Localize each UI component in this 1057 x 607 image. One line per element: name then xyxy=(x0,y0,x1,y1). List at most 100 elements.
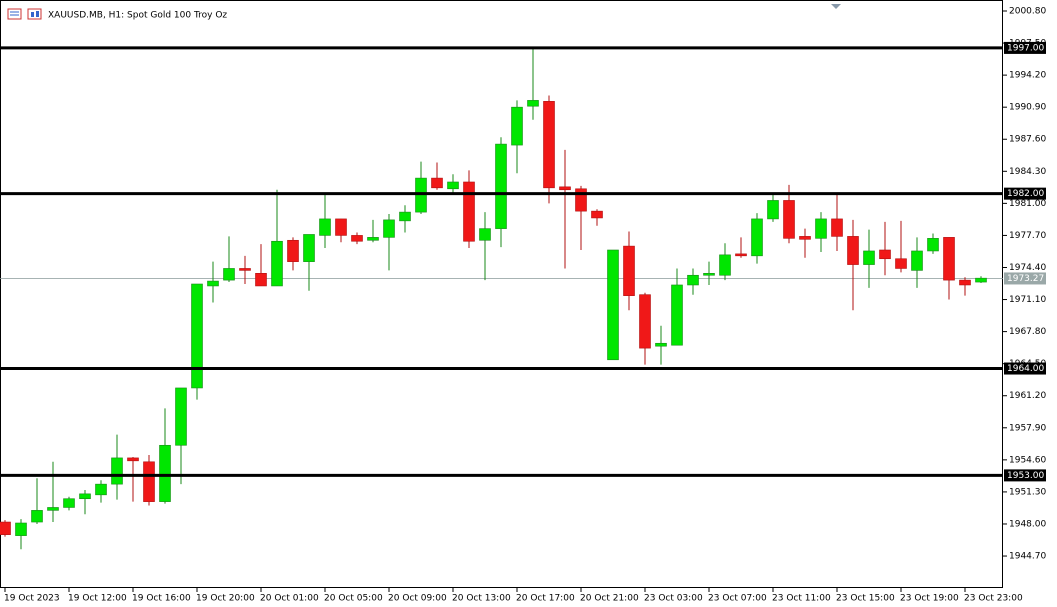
level-label-bg xyxy=(1004,469,1046,482)
candle-body xyxy=(703,273,715,276)
icon xyxy=(31,12,34,17)
candle-body xyxy=(463,181,475,242)
icon xyxy=(36,11,39,17)
price-label: 1973.27 xyxy=(1007,274,1044,284)
candle-body xyxy=(767,200,779,220)
x-tick-label: 20 Oct 01:00 xyxy=(260,594,319,604)
candle-body xyxy=(831,218,843,237)
candle-body xyxy=(335,218,347,236)
y-tick-label: 1977.70 xyxy=(1009,231,1046,241)
candle-body xyxy=(959,279,971,286)
x-tick-label: 23 Oct 11:00 xyxy=(772,594,831,604)
candle-body xyxy=(383,219,395,238)
x-tick-label: 23 Oct 23:00 xyxy=(964,594,1023,604)
candle-body xyxy=(671,284,683,346)
y-tick-label: 1990.90 xyxy=(1009,103,1046,113)
candle-body xyxy=(591,210,603,219)
candle-body xyxy=(143,461,155,502)
y-tick-label: 1961.20 xyxy=(1009,391,1046,401)
x-tick-label: 20 Oct 13:00 xyxy=(452,594,511,604)
candle-body xyxy=(367,237,379,241)
candle-body xyxy=(191,283,203,389)
icon xyxy=(7,8,22,20)
candle-body xyxy=(751,218,763,257)
candle-body xyxy=(863,250,875,265)
candle-body xyxy=(319,218,331,236)
candle-body xyxy=(479,228,491,241)
candle-body xyxy=(687,274,699,286)
candle-body xyxy=(223,268,235,281)
y-tick-label: 1974.40 xyxy=(1009,263,1046,273)
candle-body xyxy=(655,342,667,347)
candle-body xyxy=(943,237,955,281)
candle-body xyxy=(911,250,923,271)
candle-body xyxy=(927,238,939,252)
shift-marker xyxy=(831,4,841,9)
y-tick-label: 2000.80 xyxy=(1009,6,1046,16)
candle-body xyxy=(975,277,987,283)
y-tick-label: 1944.70 xyxy=(1009,552,1046,562)
candle-body xyxy=(575,188,587,212)
level-label: 1997.00 xyxy=(1007,43,1044,53)
candle-body xyxy=(31,510,43,523)
y-tick-label: 1987.60 xyxy=(1009,135,1046,145)
x-tick-label: 23 Oct 19:00 xyxy=(900,594,959,604)
candle-body xyxy=(527,100,539,107)
symbol-icons xyxy=(7,8,42,20)
candle-body xyxy=(879,249,891,260)
candle-body xyxy=(719,254,731,276)
x-tick-label: 19 Oct 16:00 xyxy=(132,594,191,604)
x-tick-label: 19 Oct 12:00 xyxy=(68,594,127,604)
y-tick-label: 1957.90 xyxy=(1009,423,1046,433)
candle-body xyxy=(239,268,251,271)
level-label: 1982.00 xyxy=(1007,189,1044,199)
candle-body xyxy=(847,236,859,265)
candle-body xyxy=(351,235,363,242)
level-label-bg xyxy=(1004,41,1046,54)
candle-body xyxy=(175,387,187,446)
candle-body xyxy=(495,143,507,229)
candle-body xyxy=(623,245,635,296)
level-label: 1964.00 xyxy=(1007,364,1044,374)
y-tick-label: 1948.00 xyxy=(1009,519,1046,529)
icon xyxy=(27,8,42,20)
candle-body xyxy=(799,236,811,240)
x-tick-label: 20 Oct 05:00 xyxy=(324,594,383,604)
y-tick-label: 1984.30 xyxy=(1009,167,1046,177)
x-tick-label: 20 Oct 09:00 xyxy=(388,594,447,604)
candle-body xyxy=(303,234,315,262)
candle-body xyxy=(0,521,11,535)
price-label-bg xyxy=(1004,272,1046,285)
candle-body xyxy=(15,522,27,536)
x-tick-label: 23 Oct 03:00 xyxy=(644,594,703,604)
candle-body xyxy=(95,483,107,496)
y-tick-label: 1967.80 xyxy=(1009,327,1046,337)
candle-body xyxy=(207,280,219,287)
y-tick-label: 1981.00 xyxy=(1009,199,1046,209)
candle-body xyxy=(79,493,91,500)
candle-body xyxy=(255,273,267,287)
candle-body xyxy=(287,239,299,262)
level-label: 1953.00 xyxy=(1007,471,1044,481)
candle-body xyxy=(447,181,459,190)
candle-body xyxy=(159,444,171,502)
y-tick-label: 1954.60 xyxy=(1009,455,1046,465)
y-tick-label: 1994.20 xyxy=(1009,71,1046,81)
candle-body xyxy=(511,106,523,146)
candle-body xyxy=(127,457,139,462)
candle-body xyxy=(639,294,651,349)
candle-body xyxy=(47,507,59,511)
x-tick-label: 19 Oct 20:00 xyxy=(196,594,255,604)
chart-title: XAUUSD.MB, H1: Spot Gold 100 Troy Oz xyxy=(48,11,227,21)
candle-body xyxy=(399,211,411,222)
x-tick-label: 19 Oct 2023 xyxy=(4,594,60,604)
x-tick-label: 20 Oct 17:00 xyxy=(516,594,575,604)
candle-body xyxy=(783,200,795,239)
candle-body xyxy=(815,218,827,239)
y-tick-label: 1971.10 xyxy=(1009,295,1046,305)
candle-body xyxy=(111,457,123,485)
candle-body xyxy=(431,177,443,189)
candle-body xyxy=(607,249,619,361)
